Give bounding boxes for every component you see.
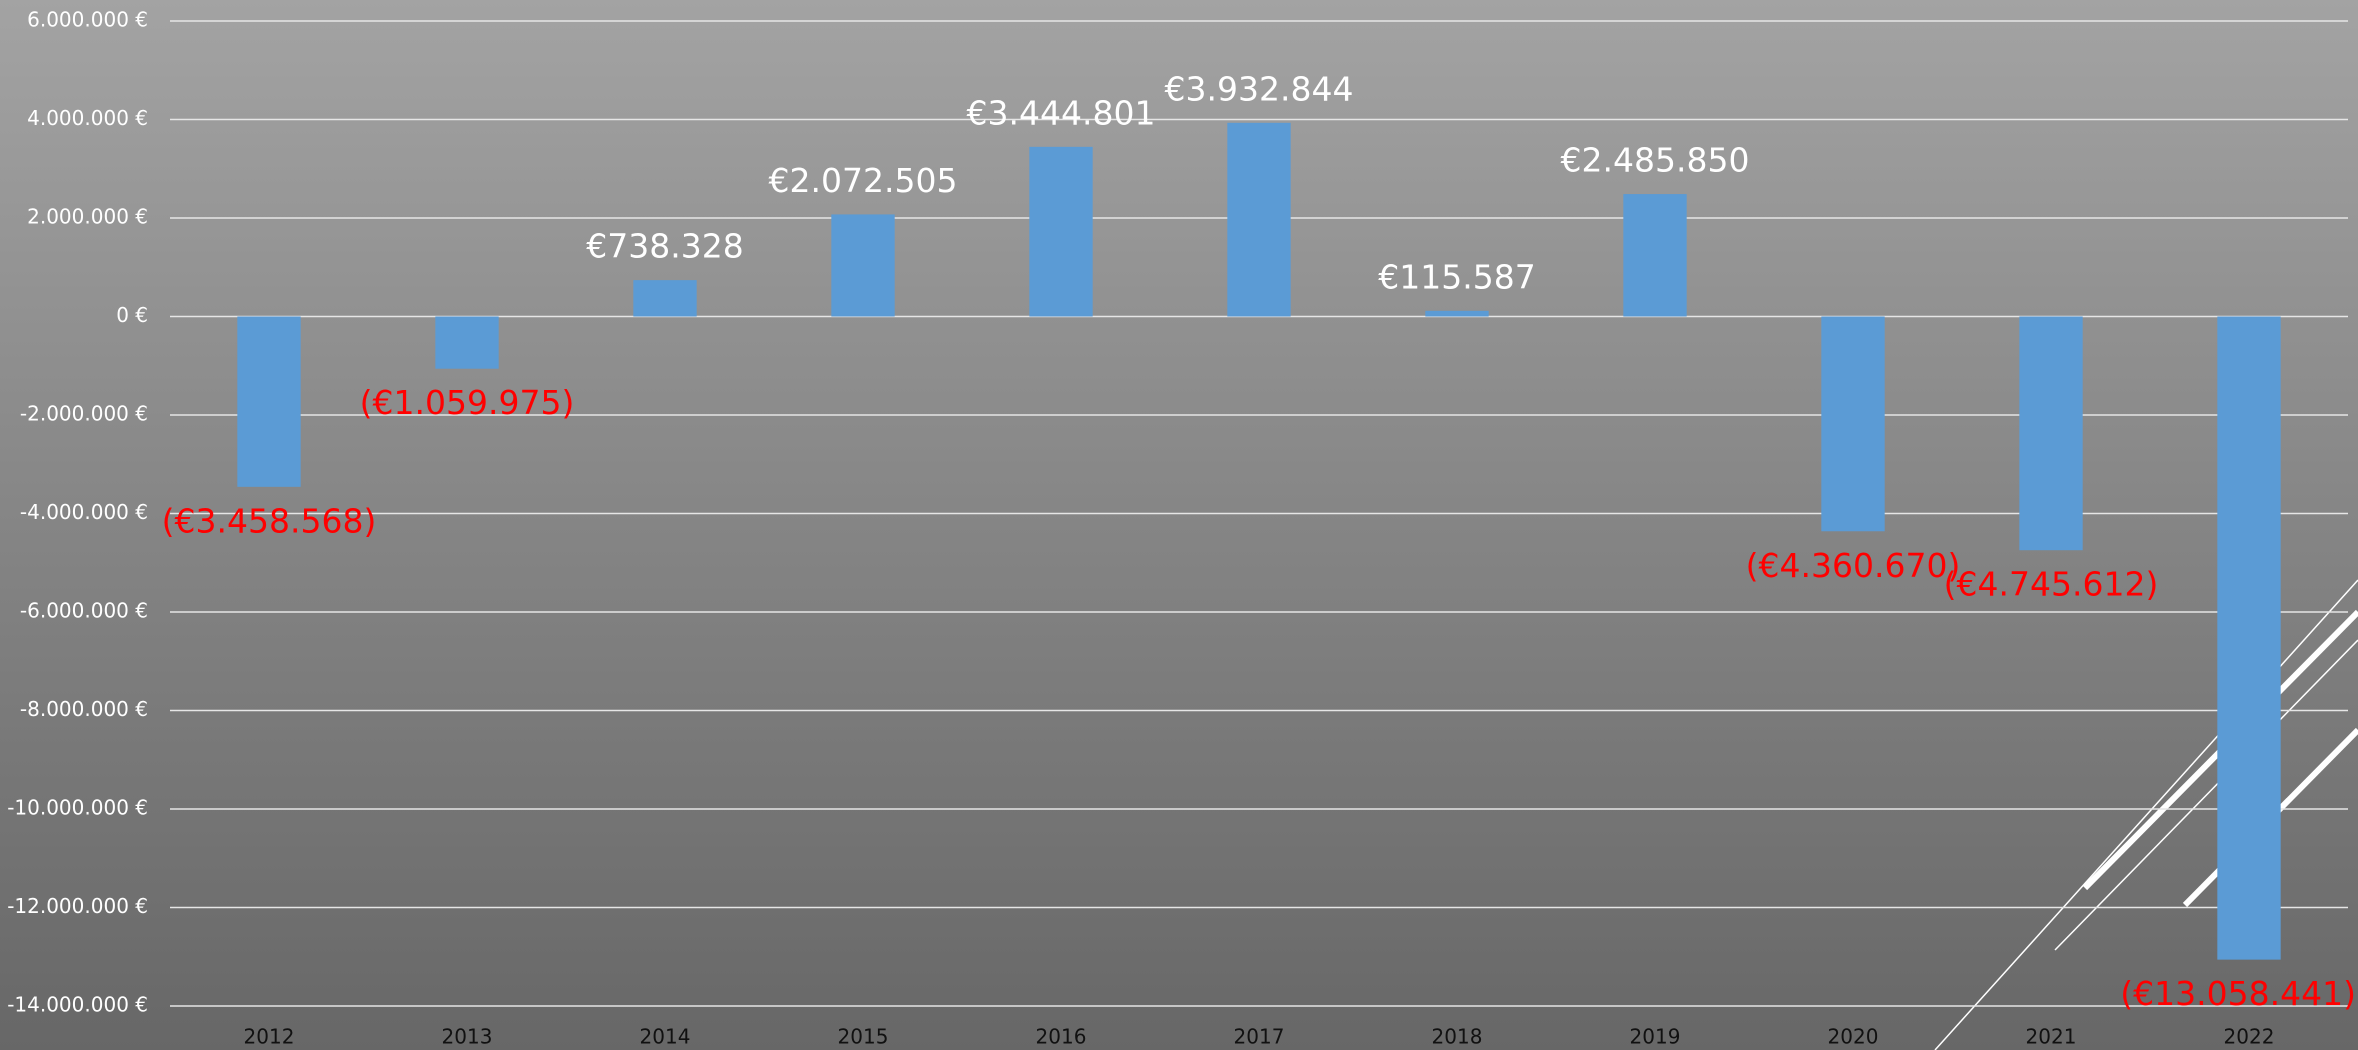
x-tick-label: 2019 (1630, 1025, 1681, 1049)
data-label: €115.587 (1378, 257, 1535, 296)
y-tick-label: 4.000.000 € (27, 106, 148, 130)
x-tick-label: 2014 (640, 1025, 691, 1049)
bar (1227, 122, 1291, 317)
data-label: €3.932.844 (1165, 69, 1354, 108)
plot-area: -14.000.000 € -12.000.000 € -10.000.000 € -… (7, 8, 2356, 1049)
bar (435, 316, 499, 369)
data-label: (€4.360.670) (1746, 546, 1961, 585)
y-tick-label: -6.000.000 € (20, 599, 148, 623)
y-tick-label: -10.000.000 € (7, 796, 148, 820)
bar (1425, 310, 1489, 317)
x-tick-label: 2018 (1432, 1025, 1483, 1049)
bar (1623, 194, 1687, 317)
data-label: €3.444.801 (967, 93, 1156, 132)
y-tick-label: -4.000.000 € (20, 500, 148, 524)
bar (831, 214, 895, 317)
x-tick-label: 2012 (244, 1025, 295, 1049)
data-label: €738.328 (586, 227, 743, 266)
x-tick-label: 2021 (2026, 1025, 2077, 1049)
bar (1821, 316, 1885, 532)
x-tick-label: 2015 (838, 1025, 889, 1049)
bar (2019, 316, 2083, 551)
y-tick-label: -8.000.000 € (20, 697, 148, 721)
data-label: (€3.458.568) (162, 501, 377, 540)
bar (633, 280, 697, 317)
x-tick-label: 2016 (1036, 1025, 1087, 1049)
y-tick-label: -14.000.000 € (7, 993, 148, 1017)
y-tick-label: 6.000.000 € (27, 8, 148, 32)
x-tick-label: 2020 (1828, 1025, 1879, 1049)
y-tick-label: -12.000.000 € (7, 894, 148, 918)
data-label: €2.485.850 (1561, 141, 1750, 180)
x-tick-label: 2022 (2224, 1025, 2275, 1049)
y-tick-label: -2.000.000 € (20, 402, 148, 426)
bar (237, 316, 301, 487)
data-label: (€1.059.975) (360, 383, 575, 422)
data-label: (€4.745.612) (1944, 565, 2159, 604)
data-label: (€13.058.441) (2120, 974, 2356, 1013)
bar (2217, 316, 2281, 960)
bar (1029, 146, 1093, 317)
data-label: €2.072.505 (769, 161, 958, 200)
y-tick-label: 0 € (116, 303, 148, 327)
x-tick-label: 2013 (442, 1025, 493, 1049)
x-tick-label: 2017 (1234, 1025, 1285, 1049)
y-tick-label: 2.000.000 € (27, 205, 148, 229)
